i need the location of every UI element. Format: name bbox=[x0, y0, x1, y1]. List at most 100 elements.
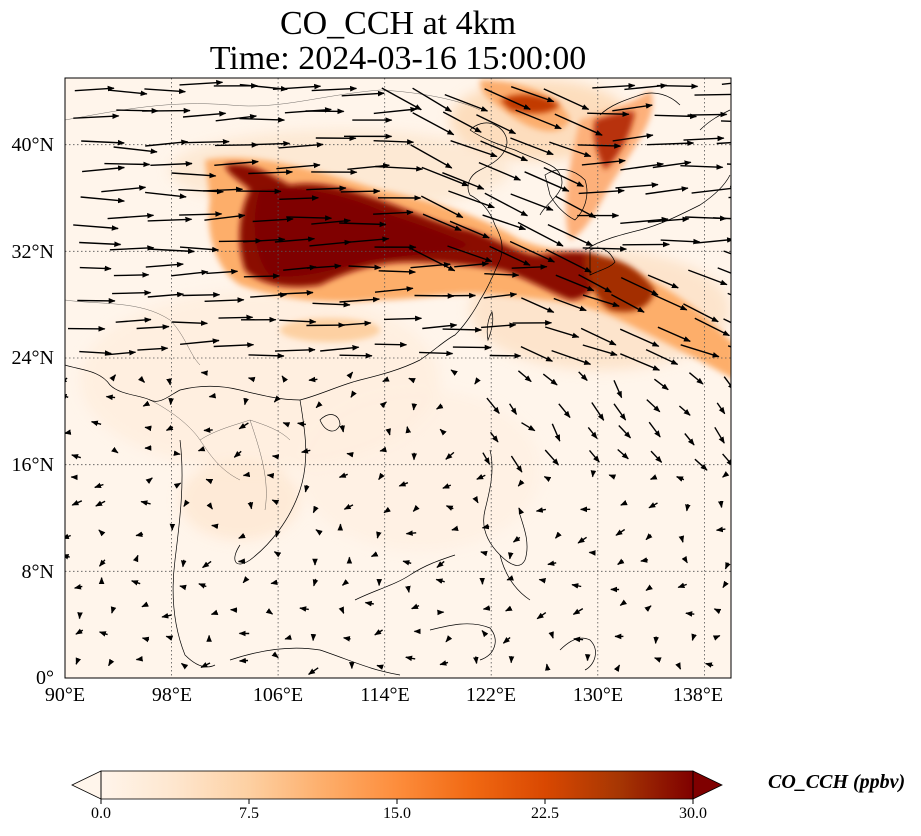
lat-tick-label: 32°N bbox=[11, 241, 54, 263]
wind-arrow bbox=[197, 445, 206, 452]
wind-arrow bbox=[184, 138, 230, 145]
wind-arrow bbox=[554, 113, 603, 136]
wind-arrow bbox=[312, 301, 351, 308]
wind-arrow bbox=[165, 635, 174, 641]
wind-arrow bbox=[279, 318, 317, 325]
wind-arrow bbox=[435, 403, 444, 410]
wind-arrow bbox=[113, 272, 150, 278]
wind-arrow bbox=[339, 296, 380, 303]
wind-arrow bbox=[620, 276, 659, 296]
wind-arrow bbox=[521, 422, 536, 432]
wind-arrow bbox=[478, 161, 522, 181]
wind-arrow bbox=[620, 353, 661, 371]
wind-arrow bbox=[502, 636, 511, 644]
wind-arrow bbox=[271, 499, 280, 506]
wind-arrow bbox=[720, 120, 731, 122]
wind-arrow bbox=[422, 213, 462, 232]
wind-arrow bbox=[612, 133, 654, 142]
wind-arrow bbox=[408, 377, 416, 384]
wind-arrow bbox=[648, 502, 658, 509]
wind-arrow bbox=[243, 236, 286, 243]
wind-arrow bbox=[65, 377, 68, 384]
wind-arrow bbox=[480, 550, 488, 557]
wind-arrow bbox=[419, 350, 454, 357]
wind-arrow bbox=[138, 375, 145, 383]
wind-arrow bbox=[412, 87, 453, 113]
wind-arrow bbox=[517, 221, 564, 247]
wind-arrow bbox=[517, 370, 532, 383]
wind-arrow bbox=[284, 634, 292, 640]
wind-arrow bbox=[538, 577, 547, 584]
wind-arrow bbox=[620, 216, 669, 224]
wind-arrow bbox=[182, 292, 221, 298]
wind-arrow bbox=[507, 552, 514, 560]
wind-arrow bbox=[243, 273, 281, 279]
wind-arrow bbox=[612, 103, 653, 112]
wind-arrow bbox=[375, 165, 424, 172]
wind-arrow bbox=[180, 559, 187, 568]
colorbar-gradient bbox=[101, 771, 693, 799]
wind-arrow bbox=[588, 449, 600, 463]
wind-arrow bbox=[180, 338, 220, 345]
wind-arrow bbox=[451, 525, 459, 532]
wind-arrow bbox=[520, 345, 554, 362]
wind-arrow bbox=[542, 373, 558, 386]
wind-arrow bbox=[649, 474, 658, 480]
wind-arrow bbox=[722, 580, 729, 589]
wind-arrow bbox=[71, 499, 83, 506]
wind-arrow bbox=[691, 633, 697, 641]
wind-arrow bbox=[450, 140, 498, 158]
wind-arrow bbox=[694, 93, 731, 96]
wind-arrow bbox=[172, 320, 208, 326]
wind-arrow bbox=[688, 269, 728, 286]
wind-arrow bbox=[247, 501, 254, 510]
wind-arrow bbox=[306, 185, 347, 192]
wind-arrow bbox=[79, 350, 112, 356]
wind-arrow bbox=[554, 531, 562, 539]
wind-arrow bbox=[449, 220, 490, 239]
wind-arrow bbox=[271, 651, 279, 659]
wind-arrow bbox=[645, 348, 679, 366]
wind-arrow bbox=[545, 248, 592, 273]
wind-arrow bbox=[238, 422, 249, 430]
wind-arrow bbox=[364, 600, 374, 607]
wind-arrow bbox=[578, 371, 588, 381]
wind-arrow bbox=[286, 215, 333, 221]
wind-arrow bbox=[376, 664, 384, 670]
wind-arrow bbox=[445, 505, 454, 511]
wind-arrow bbox=[82, 165, 125, 173]
wind-arrow bbox=[279, 195, 319, 201]
wind-arrow bbox=[410, 144, 453, 169]
wind-arrow bbox=[308, 376, 318, 383]
wind-arrow bbox=[142, 400, 151, 407]
wind-arrow bbox=[646, 140, 695, 147]
wind-arrow bbox=[648, 421, 661, 438]
wind-arrow bbox=[309, 239, 352, 247]
wind-arrow bbox=[74, 85, 115, 92]
wind-arrow bbox=[206, 502, 213, 510]
wind-arrow bbox=[104, 161, 151, 168]
lon-tick-label: 90°E bbox=[44, 684, 86, 706]
wind-arrow bbox=[484, 192, 529, 217]
wind-arrow bbox=[549, 141, 592, 158]
wind-arrow bbox=[578, 188, 625, 195]
lat-tick-label: 0° bbox=[36, 667, 54, 689]
wind-arrow bbox=[405, 655, 416, 662]
wind-arrow bbox=[141, 601, 149, 608]
wind-arrow bbox=[274, 347, 316, 353]
wind-arrow bbox=[161, 613, 172, 619]
wind-arrow bbox=[653, 636, 659, 644]
colorbar-tick-label: 15.0 bbox=[383, 805, 411, 822]
wind-arrow bbox=[476, 114, 517, 135]
wind-arrow bbox=[723, 318, 731, 324]
wind-arrow bbox=[620, 500, 628, 506]
wind-arrow bbox=[422, 322, 458, 330]
wind-arrow bbox=[65, 533, 71, 539]
wind-arrow bbox=[198, 583, 207, 589]
wind-arrow bbox=[619, 328, 660, 347]
wind-arrow bbox=[547, 560, 557, 566]
wind-arrow bbox=[214, 159, 259, 166]
wind-arrow bbox=[273, 395, 281, 403]
wind-arrow bbox=[712, 217, 731, 220]
wind-arrow bbox=[480, 140, 529, 162]
